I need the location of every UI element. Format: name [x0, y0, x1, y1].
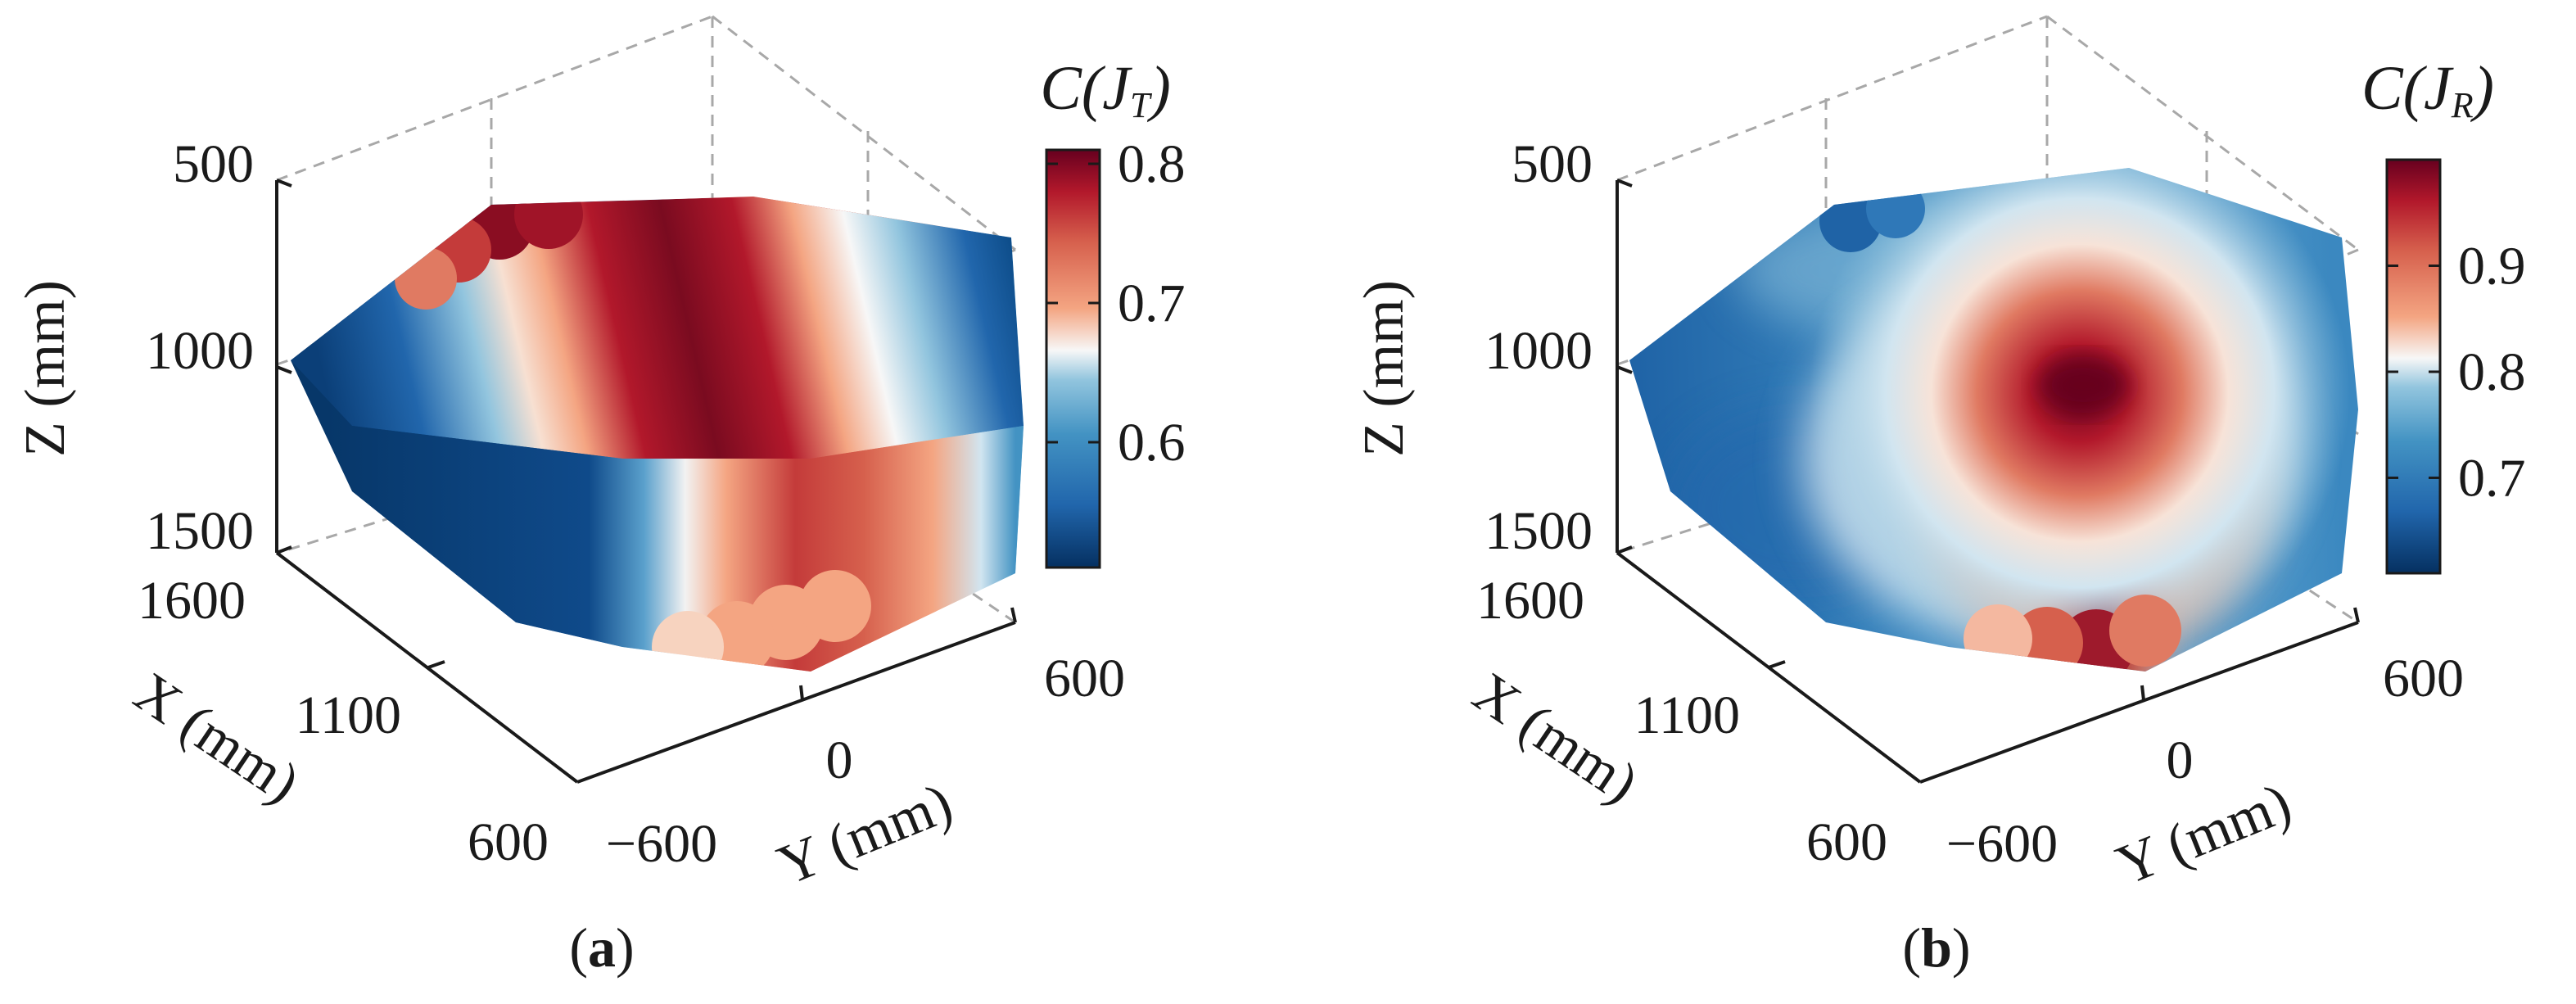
panel-a-colorbar: 0.6 0.7 0.8 C(JT)	[1040, 54, 1186, 569]
panel-b-colorbar: 0.7 0.8 0.9 C(JR)	[2361, 54, 2526, 575]
panel-a-y-tick-0: 0	[826, 730, 853, 790]
panel-a-axes	[275, 179, 1017, 784]
panel-b: 500 1000 1500 1600 1100 600 −600 0 600 Z…	[1353, 15, 2526, 979]
panel-b-z-tick-1000: 1000	[1485, 321, 1593, 381]
panel-b-y-tick-neg600: −600	[1946, 814, 2058, 874]
panel-a-label: (a)	[569, 916, 634, 979]
panel-a-z-tick-1500: 1500	[146, 501, 254, 561]
panel-a: 500 1000 1500 1600 1100 600 −600 0 600 Z…	[14, 15, 1186, 979]
panel-b-y-axis-label: Y (mm)	[2108, 771, 2300, 898]
panel-a-colorbar-label: C(JT)	[1040, 54, 1171, 125]
panel-b-x-tick-600: 600	[1806, 812, 1887, 872]
panel-b-colorbar-bar	[2385, 158, 2442, 575]
panel-a-z-tick-1000: 1000	[146, 321, 254, 381]
panel-b-x-axis-label: X (mm)	[1462, 661, 1648, 816]
panel-b-label: (b)	[1902, 916, 1970, 979]
panel-b-z-axis-label: Z (mm)	[1353, 280, 1416, 457]
panel-a-x-tick-1100: 1100	[295, 685, 401, 745]
panel-b-scatter-surface	[1629, 168, 2358, 672]
panel-a-z-tick-500: 500	[173, 134, 254, 194]
panel-a-x-tick-600: 600	[468, 812, 549, 872]
panel-a-colorbar-bar	[1045, 148, 1101, 569]
panel-b-axes	[1616, 179, 2360, 784]
panel-b-colorbar-tick-label: 0.8	[2458, 342, 2526, 402]
panel-b-z-tick-500: 500	[1512, 134, 1593, 194]
panel-a-colorbar-tick-label: 0.8	[1118, 134, 1186, 194]
panel-a-colorbar-tick-label: 0.6	[1118, 413, 1186, 473]
panel-a-colorbar-tick-label: 0.7	[1118, 274, 1186, 333]
panel-a-y-tick-600: 600	[1044, 649, 1125, 708]
panel-b-y-tick-600: 600	[2383, 649, 2464, 708]
panel-b-colorbar-label: C(JR)	[2361, 54, 2494, 125]
panel-b-x-tick-1600: 1600	[1476, 571, 1584, 631]
panel-b-colorbar-tick-label: 0.9	[2458, 236, 2526, 296]
panel-a-x-axis-label: X (mm)	[123, 661, 310, 816]
panel-b-z-tick-1500: 1500	[1485, 501, 1593, 561]
panel-b-y-tick-0: 0	[2167, 730, 2194, 790]
panel-a-x-tick-1600: 1600	[138, 571, 246, 631]
panel-a-y-tick-neg600: −600	[606, 814, 717, 874]
panel-a-scatter-surface	[291, 197, 1024, 672]
panel-a-y-axis-label: Y (mm)	[770, 771, 961, 898]
panel-b-x-tick-1100: 1100	[1634, 685, 1740, 745]
panel-a-z-axis-label: Z (mm)	[14, 280, 77, 457]
panel-b-colorbar-tick-label: 0.7	[2458, 448, 2526, 508]
